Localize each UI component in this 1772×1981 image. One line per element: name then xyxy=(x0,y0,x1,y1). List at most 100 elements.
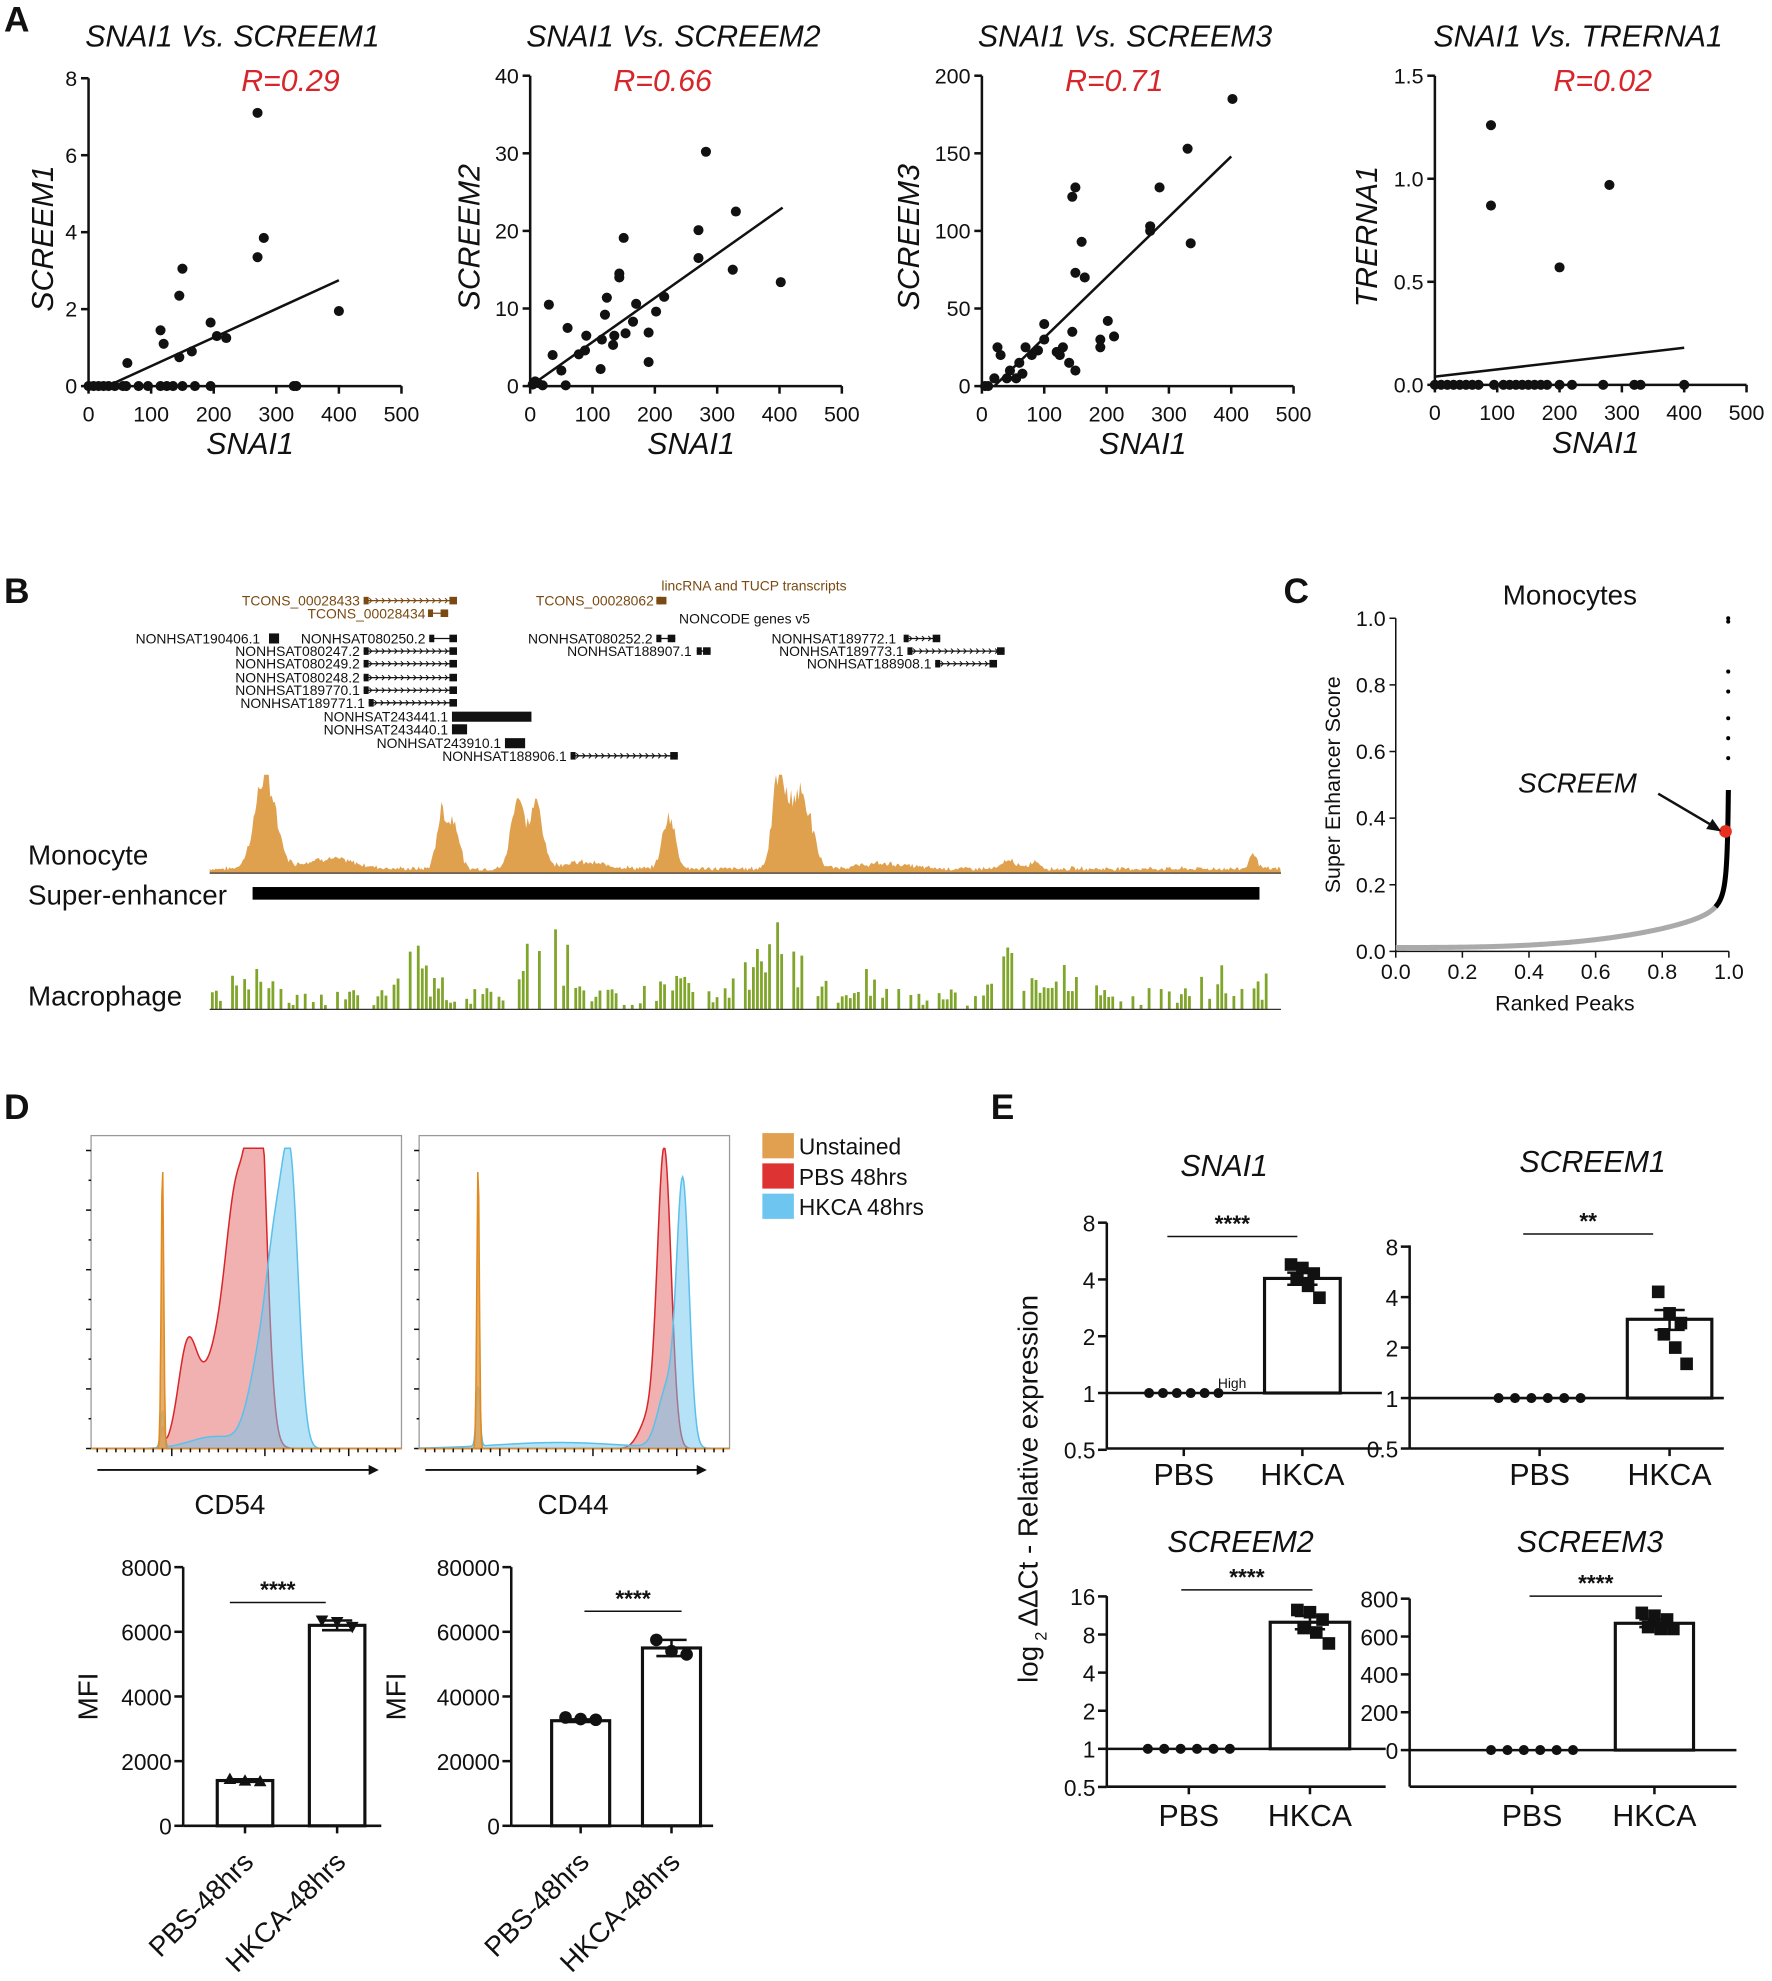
data-point xyxy=(1679,379,1690,390)
data-point xyxy=(1108,331,1120,342)
bar-pbs-48hrs xyxy=(215,1778,275,1828)
data-point xyxy=(345,1621,359,1634)
exon xyxy=(696,647,702,655)
data-point xyxy=(333,306,344,317)
significance-label: **** xyxy=(615,1585,651,1611)
track-label-monocyte: Monocyte xyxy=(28,839,148,870)
plot-title: SNAI1 xyxy=(1180,1150,1267,1183)
data-point xyxy=(543,299,554,310)
x-category-label: HKCA xyxy=(1628,1459,1713,1492)
y-tick-label: 4 xyxy=(65,221,77,245)
x-tick-label: 0 xyxy=(1429,401,1441,425)
y-tick-label: 4000 xyxy=(121,1684,172,1710)
regression-line xyxy=(106,279,340,388)
gene-model xyxy=(696,647,711,655)
y-tick-label: 8 xyxy=(1083,1622,1096,1648)
exon xyxy=(449,659,457,668)
x-tick-label: 0.8 xyxy=(1647,960,1677,984)
exon xyxy=(903,634,909,643)
data-point xyxy=(693,225,704,236)
data-point xyxy=(253,1774,267,1787)
y-tick-label: 2 xyxy=(65,298,77,322)
data-point xyxy=(177,381,188,392)
y-tick-label: 40 xyxy=(495,64,519,88)
x-axis-label: SNAI1 xyxy=(1552,427,1639,460)
data-point xyxy=(1657,1328,1671,1341)
y-axis-label: MFI xyxy=(72,1673,103,1721)
correlation-label: R=0.29 xyxy=(241,65,340,98)
y-tick-label: 6000 xyxy=(121,1620,172,1646)
monocyte-signal-track xyxy=(209,774,1281,874)
y-tick-label: 200 xyxy=(1360,1700,1398,1726)
x-category-label: HKCA xyxy=(1268,1800,1353,1833)
lincrna-transcript-label: TCONS_00028062 xyxy=(536,593,654,609)
plot-title: SNAI1 Vs. SCREEM1 xyxy=(85,21,379,54)
gene-model xyxy=(363,647,457,655)
data-point xyxy=(1039,318,1050,330)
rank-curve-gray xyxy=(1395,905,1718,951)
legend-label-hkca-48hrs: HKCA 48hrs xyxy=(799,1194,924,1220)
y-tick-label: 1.0 xyxy=(1394,167,1424,191)
significance-label: ** xyxy=(1579,1208,1597,1234)
data-point xyxy=(1726,756,1731,761)
y-tick-label: 1 xyxy=(1083,1381,1096,1407)
y-tick-label: 40000 xyxy=(437,1684,500,1710)
data-point xyxy=(1651,1285,1665,1299)
noncode-transcript-label: NONHSAT243440.1 xyxy=(324,721,449,737)
data-point xyxy=(1284,1258,1298,1271)
data-point xyxy=(1604,179,1615,190)
data-point xyxy=(589,1713,603,1727)
data-point xyxy=(1726,689,1731,694)
y-tick-label: 1.5 xyxy=(1394,64,1424,88)
gene-model xyxy=(429,634,457,643)
exon xyxy=(504,738,526,749)
exon xyxy=(989,659,998,668)
data-point xyxy=(1726,619,1731,624)
data-point xyxy=(1307,1267,1321,1280)
data-point xyxy=(651,306,662,317)
y-tick-label: 8 xyxy=(1386,1234,1399,1260)
legend-swatch-pbs-48hrs xyxy=(762,1163,794,1189)
y-tick-label: 16 xyxy=(1070,1584,1095,1610)
data-point xyxy=(1291,1603,1304,1617)
gene-model xyxy=(427,609,449,618)
y-tick-label: 0.5 xyxy=(1394,270,1424,294)
data-point xyxy=(631,298,642,309)
y-tick-label: 0.4 xyxy=(1356,807,1386,831)
bar-chart-screem3 xyxy=(1400,1595,1737,1795)
panel-label-b: B xyxy=(4,572,30,611)
x-axis-label: SNAI1 xyxy=(647,428,734,461)
gene-model xyxy=(656,596,667,605)
data-point xyxy=(537,380,548,391)
panel-label-d: D xyxy=(4,1088,30,1127)
x-tick-label: 400 xyxy=(1666,401,1702,425)
y-tick-label: 0.0 xyxy=(1356,940,1386,964)
data-point xyxy=(680,1648,693,1661)
y-tick-label: 0.5 xyxy=(1367,1436,1399,1462)
x-tick-label: 1.0 xyxy=(1714,960,1744,984)
lincrna-transcript-label: TCONS_00028434 xyxy=(308,605,426,621)
data-point xyxy=(581,330,592,341)
noncode-transcript-label: NONHSAT080248.2 xyxy=(235,670,360,686)
arrow-head-icon xyxy=(1706,818,1722,832)
data-point xyxy=(1076,236,1087,247)
ylabel-prefix: log xyxy=(1012,1646,1043,1683)
data-point xyxy=(1635,1606,1649,1620)
data-point xyxy=(1485,200,1497,211)
data-point xyxy=(693,253,704,264)
y-axis-label: SCREEM2 xyxy=(454,164,487,310)
histogram-hkca-48hrs xyxy=(418,1174,730,1450)
exon xyxy=(449,647,457,655)
gene-model xyxy=(907,647,1005,655)
data-point xyxy=(1668,1341,1682,1354)
data-point xyxy=(1485,120,1497,131)
x-tick-label: 100 xyxy=(1479,401,1515,425)
data-point xyxy=(1017,368,1028,379)
y-tick-label: 1.0 xyxy=(1356,607,1386,631)
scatter-plot-1 xyxy=(80,76,403,394)
bar-chart-screem1 xyxy=(1400,1233,1724,1457)
noncode-transcript-label: NONHSAT080249.2 xyxy=(235,656,360,672)
x-tick-label: 400 xyxy=(321,402,357,426)
super-enhancer-bar xyxy=(252,887,1260,900)
